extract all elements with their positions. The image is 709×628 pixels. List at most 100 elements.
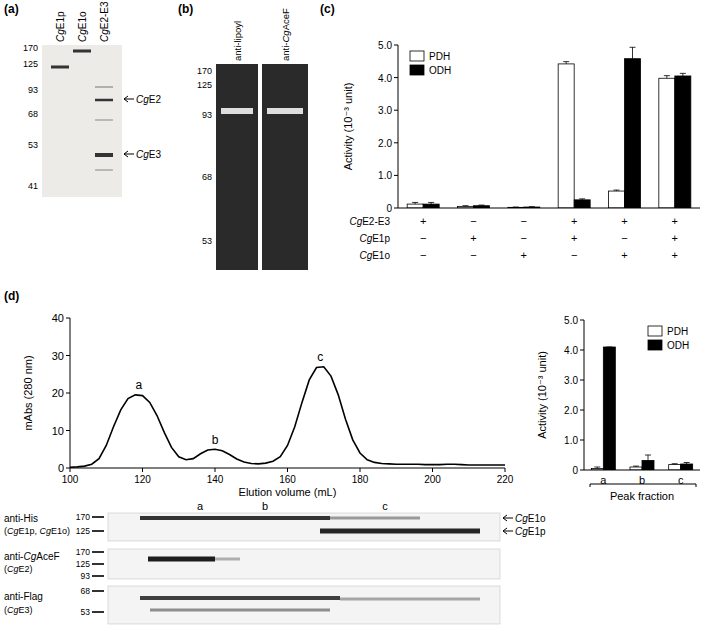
band bbox=[95, 170, 113, 171]
tick bbox=[360, 468, 361, 472]
bar bbox=[675, 76, 691, 208]
tick-label: 20 bbox=[52, 387, 64, 399]
marker-label: 41 bbox=[28, 181, 38, 191]
tick bbox=[580, 440, 584, 441]
tick-label: 1.0 bbox=[564, 435, 578, 446]
arrow bbox=[503, 528, 513, 534]
error-bar bbox=[428, 202, 434, 204]
condition-mark: − bbox=[470, 215, 476, 227]
lane-label: anti-lipoyl bbox=[232, 21, 243, 61]
band bbox=[95, 120, 113, 121]
row-label: anti-CgAceF bbox=[4, 551, 60, 562]
row-sublabel: (CgE1p, CgE1o) bbox=[4, 526, 70, 536]
band bbox=[320, 529, 480, 534]
condition-label: CgE1p bbox=[359, 233, 390, 244]
tick-label: 4.0 bbox=[378, 73, 392, 84]
bar bbox=[407, 204, 423, 208]
blot-strip bbox=[108, 586, 500, 624]
band bbox=[73, 50, 91, 53]
tick-label: 3.0 bbox=[564, 375, 578, 386]
bar bbox=[609, 191, 625, 208]
band bbox=[148, 557, 215, 562]
tick bbox=[394, 175, 398, 176]
tick-label: 180 bbox=[352, 474, 369, 485]
error-bar bbox=[630, 47, 636, 58]
band-label: CgE1o bbox=[515, 513, 546, 524]
condition-mark: + bbox=[420, 215, 426, 227]
tick bbox=[394, 110, 398, 111]
panel-label: (a) bbox=[4, 2, 19, 16]
ladder-band bbox=[92, 551, 104, 553]
band bbox=[330, 517, 420, 520]
gel bbox=[42, 45, 122, 197]
marker-label: 125 bbox=[76, 526, 90, 536]
band bbox=[95, 99, 113, 102]
condition-mark: + bbox=[672, 249, 678, 261]
marker-label: 125 bbox=[76, 559, 90, 569]
bar bbox=[558, 64, 574, 208]
error-bar bbox=[479, 205, 485, 207]
tick bbox=[66, 468, 70, 469]
tick bbox=[505, 468, 506, 472]
marker-label: 170 bbox=[76, 512, 90, 522]
band bbox=[140, 516, 330, 520]
ladder-band bbox=[92, 530, 104, 532]
tick-label: 140 bbox=[207, 474, 224, 485]
condition-mark: − bbox=[571, 249, 577, 261]
bar bbox=[423, 204, 439, 208]
panel-label: (c) bbox=[320, 2, 335, 16]
panel-label: (b) bbox=[178, 2, 193, 16]
bars bbox=[591, 347, 692, 470]
row-label: anti-Flag bbox=[4, 591, 43, 602]
tick-label: 5.0 bbox=[564, 315, 578, 326]
condition-mark: − bbox=[420, 249, 426, 261]
tick-label: 4.0 bbox=[564, 345, 578, 356]
condition-mark: + bbox=[672, 215, 678, 227]
tick bbox=[580, 320, 584, 321]
tick-label: 0 bbox=[386, 203, 392, 214]
legend-label: PDH bbox=[429, 51, 450, 62]
peak-label: c bbox=[382, 500, 388, 512]
legend-swatch bbox=[648, 340, 662, 350]
condition-mark: − bbox=[621, 232, 627, 244]
condition-mark: + bbox=[621, 215, 627, 227]
condition-mark: + bbox=[470, 232, 476, 244]
band bbox=[215, 558, 240, 561]
tick-label: 5.0 bbox=[378, 40, 392, 51]
legend-swatch bbox=[410, 65, 424, 75]
tick-label: 2.0 bbox=[378, 138, 392, 149]
tick bbox=[580, 410, 584, 411]
error-bar bbox=[606, 347, 612, 348]
tick-label: 0 bbox=[58, 462, 64, 474]
row-label: anti-His bbox=[4, 513, 38, 524]
ladder-band bbox=[92, 611, 104, 613]
lane-label: anti-CgAceF bbox=[280, 8, 291, 61]
axis-label: mAbs (280 nm) bbox=[22, 355, 34, 430]
band bbox=[140, 596, 340, 600]
tick-label: 1.0 bbox=[378, 170, 392, 181]
tick bbox=[215, 468, 216, 472]
tick-label: 0 bbox=[572, 465, 578, 476]
error-bar bbox=[412, 202, 418, 204]
tick-label: 3.0 bbox=[378, 105, 392, 116]
lane-label: CgE1p bbox=[55, 11, 66, 42]
tick bbox=[66, 355, 70, 356]
tick bbox=[142, 468, 143, 472]
arrow bbox=[124, 151, 134, 157]
peak-label: c bbox=[317, 350, 323, 364]
marker-label: 53 bbox=[202, 236, 212, 246]
tick bbox=[394, 208, 398, 209]
marker-label: 93 bbox=[81, 571, 91, 581]
condition-mark: + bbox=[621, 249, 627, 261]
x-axis bbox=[398, 208, 700, 209]
tick bbox=[287, 468, 288, 472]
arrow bbox=[503, 515, 513, 521]
marker-label: 93 bbox=[202, 110, 212, 120]
marker-label: 68 bbox=[202, 172, 212, 182]
condition-mark: − bbox=[420, 232, 426, 244]
tick-label: 40 bbox=[52, 312, 64, 324]
band bbox=[150, 609, 330, 612]
ladder-band bbox=[92, 590, 104, 592]
bar bbox=[659, 78, 675, 208]
peak-label: a bbox=[136, 378, 143, 392]
